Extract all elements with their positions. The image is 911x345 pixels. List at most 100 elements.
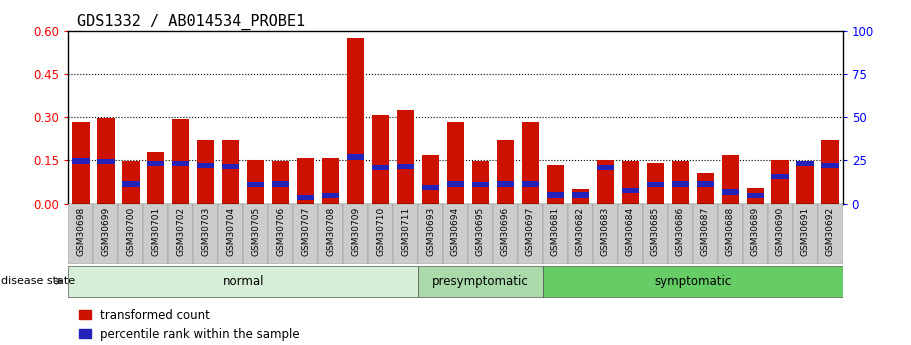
- Bar: [768, 204, 793, 264]
- Bar: [746, 188, 764, 204]
- Bar: [746, 193, 764, 198]
- Bar: [472, 161, 489, 204]
- Bar: [197, 163, 214, 168]
- Bar: [72, 122, 89, 204]
- Bar: [347, 155, 364, 159]
- Bar: [472, 182, 489, 187]
- Text: GSM30687: GSM30687: [701, 207, 710, 256]
- Bar: [68, 204, 93, 264]
- Text: GSM30711: GSM30711: [401, 207, 410, 256]
- Bar: [68, 266, 418, 297]
- Text: GSM30688: GSM30688: [726, 207, 735, 256]
- Text: presymptomatic: presymptomatic: [432, 275, 529, 288]
- Text: GSM30710: GSM30710: [376, 207, 385, 256]
- Bar: [597, 160, 614, 204]
- Bar: [122, 161, 139, 204]
- Bar: [72, 158, 89, 164]
- Bar: [621, 188, 640, 193]
- Text: GSM30683: GSM30683: [601, 207, 609, 256]
- Bar: [522, 181, 539, 187]
- Bar: [397, 164, 415, 169]
- Text: GSM30686: GSM30686: [676, 207, 685, 256]
- Bar: [147, 152, 165, 204]
- Bar: [422, 155, 439, 204]
- Bar: [522, 122, 539, 204]
- Text: GSM30693: GSM30693: [426, 207, 435, 256]
- Bar: [597, 165, 614, 170]
- Bar: [222, 140, 240, 204]
- Bar: [692, 204, 718, 264]
- Bar: [372, 165, 389, 170]
- Bar: [422, 185, 439, 190]
- Bar: [796, 161, 814, 167]
- Bar: [772, 160, 789, 204]
- Bar: [671, 161, 689, 204]
- Bar: [818, 204, 843, 264]
- Bar: [268, 204, 293, 264]
- Bar: [796, 163, 814, 204]
- Bar: [496, 140, 514, 204]
- Text: GSM30706: GSM30706: [276, 207, 285, 256]
- Text: GSM30703: GSM30703: [201, 207, 210, 256]
- Text: GSM30704: GSM30704: [226, 207, 235, 256]
- Bar: [772, 174, 789, 179]
- Bar: [742, 204, 768, 264]
- Text: GSM30709: GSM30709: [351, 207, 360, 256]
- Bar: [271, 161, 290, 204]
- Text: GSM30685: GSM30685: [650, 207, 660, 256]
- Text: GSM30701: GSM30701: [151, 207, 160, 256]
- Bar: [697, 172, 714, 204]
- Text: GSM30684: GSM30684: [626, 207, 635, 256]
- Text: GSM30698: GSM30698: [77, 207, 86, 256]
- Text: GSM30702: GSM30702: [176, 207, 185, 256]
- Bar: [643, 204, 668, 264]
- Bar: [293, 204, 318, 264]
- Text: GSM30699: GSM30699: [101, 207, 110, 256]
- Bar: [97, 118, 115, 204]
- Bar: [722, 155, 739, 204]
- Bar: [443, 204, 468, 264]
- Text: GSM30695: GSM30695: [476, 207, 485, 256]
- Text: GSM30681: GSM30681: [551, 207, 560, 256]
- Bar: [197, 140, 214, 204]
- Text: GSM30690: GSM30690: [776, 207, 784, 256]
- Text: GSM30682: GSM30682: [576, 207, 585, 256]
- Bar: [518, 204, 543, 264]
- Bar: [118, 204, 143, 264]
- Bar: [568, 204, 593, 264]
- Bar: [143, 204, 169, 264]
- Text: GSM30689: GSM30689: [751, 207, 760, 256]
- Text: GSM30696: GSM30696: [501, 207, 510, 256]
- Text: GSM30708: GSM30708: [326, 207, 335, 256]
- Bar: [243, 204, 268, 264]
- Text: GSM30697: GSM30697: [526, 207, 535, 256]
- Bar: [543, 266, 843, 297]
- Bar: [271, 181, 290, 187]
- Bar: [193, 204, 219, 264]
- Bar: [496, 181, 514, 187]
- Text: GSM30705: GSM30705: [251, 207, 261, 256]
- Bar: [172, 161, 189, 167]
- Legend: transformed count, percentile rank within the sample: transformed count, percentile rank withi…: [74, 304, 304, 345]
- Bar: [572, 189, 589, 204]
- Bar: [393, 204, 418, 264]
- Bar: [122, 181, 139, 187]
- Bar: [718, 204, 742, 264]
- Bar: [219, 204, 243, 264]
- Bar: [97, 159, 115, 165]
- Bar: [397, 110, 415, 204]
- Bar: [572, 193, 589, 197]
- Bar: [621, 161, 640, 204]
- Bar: [446, 122, 465, 204]
- Text: GSM30692: GSM30692: [825, 207, 834, 256]
- Bar: [647, 182, 664, 187]
- Bar: [446, 181, 465, 187]
- Bar: [147, 161, 165, 167]
- Bar: [543, 204, 568, 264]
- Bar: [468, 204, 493, 264]
- Bar: [347, 38, 364, 204]
- Bar: [368, 204, 393, 264]
- Bar: [668, 204, 692, 264]
- Text: GSM30700: GSM30700: [127, 207, 135, 256]
- Bar: [297, 195, 314, 200]
